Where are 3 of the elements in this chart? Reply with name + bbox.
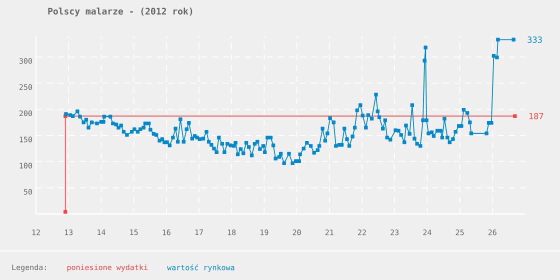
data-label: 333 (528, 36, 542, 43)
chart-title: Polscy malarze - (2012 rok) (48, 8, 192, 16)
data-label: 187 (529, 112, 544, 120)
